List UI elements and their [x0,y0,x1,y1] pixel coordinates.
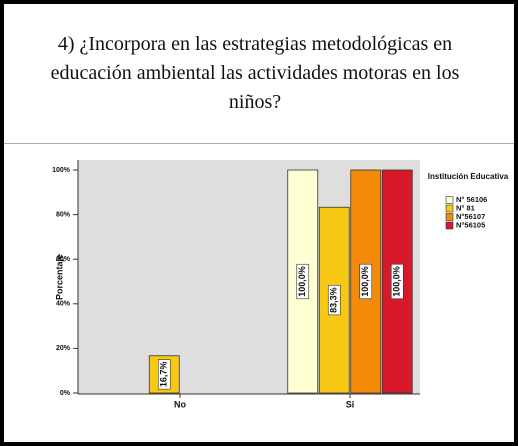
value-label-group: 83,3% [327,285,341,316]
value-label-box [157,359,171,390]
value-label-box [296,263,310,300]
y-tick-label: 60% [56,256,71,263]
chart-title: 4) ¿Incorpora en las estrategias metodol… [50,33,460,113]
value-label: 100,0% [360,266,370,297]
y-tick-label: 80% [56,211,71,218]
legend-swatch [445,213,454,221]
legend-label: N°56105 [456,220,485,229]
separator [4,143,514,144]
value-label: 100,0% [297,266,307,297]
legend-swatch [445,204,454,213]
y-tick-label: 40% [56,301,71,308]
x-tick-label: Si [346,399,355,409]
value-label-box [327,285,341,316]
value-label: 16,7% [159,362,169,388]
x-tick-label: No [174,399,186,409]
legend-label: N° 56106 [456,195,487,204]
bar [287,169,319,394]
value-label-box [359,263,373,300]
value-label: 100,0% [392,266,402,297]
y-tick-label: 20% [56,345,71,352]
y-tick-label: 0% [60,390,71,397]
value-label-group: 100,0% [390,263,404,300]
y-axis-label: Porcentaje [54,254,64,300]
y-tick-label: 100% [52,167,71,174]
legend-title: Institución Educativa [428,172,509,181]
legend-label: N° 81 [456,203,475,212]
legend-label: N°56107 [456,212,485,221]
value-label-group: 16,7% [157,359,171,390]
legend-swatch [445,196,454,204]
value-label-box [390,263,404,300]
value-label-group: 100,0% [296,263,310,300]
value-label: 83,3% [329,287,339,313]
legend-swatch [445,221,454,230]
value-label-group: 100,0% [359,263,373,300]
